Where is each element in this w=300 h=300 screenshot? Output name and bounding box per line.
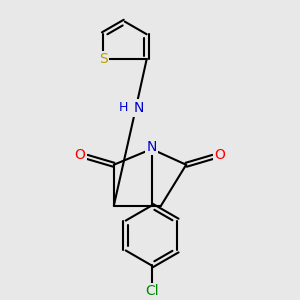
Text: O: O [75, 148, 86, 162]
Text: N: N [146, 140, 157, 154]
Text: Cl: Cl [145, 284, 158, 298]
Text: N: N [134, 101, 144, 115]
Text: O: O [214, 148, 225, 162]
Text: H: H [119, 101, 129, 114]
Text: S: S [99, 52, 107, 66]
